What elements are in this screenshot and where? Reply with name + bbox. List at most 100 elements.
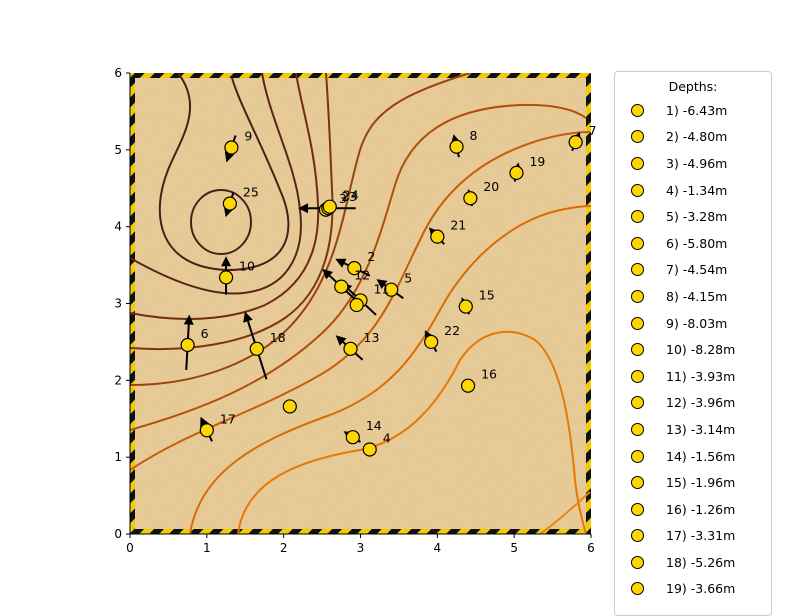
legend-label: 17) -3.31m: [666, 528, 735, 543]
data-point: [464, 192, 477, 205]
data-point: [344, 342, 357, 355]
point-label: 17: [220, 411, 236, 426]
legend-label: 8) -4.15m: [666, 289, 727, 304]
legend-marker: [631, 529, 644, 542]
legend-label: 15) -1.96m: [666, 475, 735, 490]
legend-label: 4) -1.34m: [666, 183, 727, 198]
legend-label: 13) -3.14m: [666, 422, 735, 437]
legend-label: 19) -3.66m: [666, 581, 735, 596]
x-tick-label: 6: [587, 541, 595, 555]
legend-marker: [631, 556, 644, 569]
point-label: 14: [366, 418, 382, 433]
legend-label: 2) -4.80m: [666, 129, 727, 144]
legend-entry: 16) -1.26m: [615, 496, 771, 523]
data-point: [200, 424, 213, 437]
legend-title: Depths:: [615, 79, 771, 97]
legend-entry: 14) -1.56m: [615, 443, 771, 470]
legend-marker: [631, 423, 644, 436]
legend-label: 18) -5.26m: [666, 555, 735, 570]
legend-marker: [631, 263, 644, 276]
legend-label: 10) -8.28m: [666, 342, 735, 357]
legend-entry: 18) -5.26m: [615, 549, 771, 576]
data-point: [363, 443, 376, 456]
data-point: [250, 342, 263, 355]
legend-marker: [631, 582, 644, 595]
legend-entry: 6) -5.80m: [615, 230, 771, 257]
legend-marker: [631, 210, 644, 223]
y-tick-label: 6: [114, 66, 122, 80]
data-point: [283, 400, 296, 413]
point-label: 5: [404, 271, 412, 286]
point-label: 16: [481, 367, 497, 382]
point-label: 4: [383, 430, 391, 445]
point-label: 20: [483, 179, 499, 194]
legend-marker: [631, 503, 644, 516]
y-tick-label: 1: [114, 450, 122, 464]
x-tick-label: 0: [126, 541, 134, 555]
legend-label: 1) -6.43m: [666, 103, 727, 118]
legend-label: 9) -8.03m: [666, 316, 727, 331]
point-label: 7: [589, 123, 597, 138]
data-point: [335, 280, 348, 293]
x-tick-label: 5: [510, 541, 518, 555]
point-label: 24: [343, 188, 359, 203]
data-point: [225, 141, 238, 154]
y-tick-label: 2: [114, 373, 122, 387]
point-label: 22: [444, 323, 460, 338]
y-tick-label: 4: [114, 220, 122, 234]
legend-entry: 10) -8.28m: [615, 336, 771, 363]
legend-marker: [631, 237, 644, 250]
data-point: [450, 140, 463, 153]
data-point: [425, 335, 438, 348]
legend-marker: [631, 450, 644, 463]
point-label: 25: [243, 185, 259, 200]
legend-marker: [631, 104, 644, 117]
point-label: 9: [244, 129, 252, 144]
data-point: [510, 166, 523, 179]
data-point: [462, 379, 475, 392]
point-label: 13: [364, 330, 380, 345]
legend-entry: 17) -3.31m: [615, 523, 771, 550]
point-label: 11: [374, 281, 390, 296]
point-label: 2: [367, 249, 375, 264]
point-label: 8: [470, 128, 478, 143]
point-label: 19: [529, 154, 545, 169]
data-point: [346, 431, 359, 444]
legend-label: 16) -1.26m: [666, 502, 735, 517]
legend-label: 6) -5.80m: [666, 236, 727, 251]
legend-marker: [631, 290, 644, 303]
data-point: [431, 230, 444, 243]
legend-entry: 4) -1.34m: [615, 177, 771, 204]
legend-marker: [631, 184, 644, 197]
legend-entry: 15) -1.96m: [615, 469, 771, 496]
legend-entry: 11) -3.93m: [615, 363, 771, 390]
legend-marker: [631, 396, 644, 409]
data-point: [220, 271, 233, 284]
legend-label: 12) -3.96m: [666, 395, 735, 410]
legend-label: 11) -3.93m: [666, 369, 735, 384]
point-label: 12: [354, 268, 370, 283]
legend-marker: [631, 476, 644, 489]
data-point: [323, 200, 336, 213]
legend-entries: 1) -6.43m 2) -4.80m 3) -4.96m 4) -1.34m 5) -…: [615, 97, 771, 602]
legend-entry: 1) -6.43m: [615, 97, 771, 124]
y-tick-label: 0: [114, 527, 122, 541]
data-point: [350, 299, 363, 312]
legend-label: 7) -4.54m: [666, 262, 727, 277]
legend-label: 14) -1.56m: [666, 449, 735, 464]
x-tick-label: 2: [280, 541, 288, 555]
legend-marker: [631, 157, 644, 170]
legend-entry: 8) -4.15m: [615, 283, 771, 310]
legend-entry: 19) -3.66m: [615, 576, 771, 603]
legend-marker: [631, 370, 644, 383]
legend-marker: [631, 130, 644, 143]
legend-entry: 13) -3.14m: [615, 416, 771, 443]
legend-entry: 12) -3.96m: [615, 390, 771, 417]
point-label: 15: [479, 288, 495, 303]
legend-entry: 5) -3.28m: [615, 203, 771, 230]
legend-entry: 3) -4.96m: [615, 150, 771, 177]
data-point: [181, 338, 194, 351]
legend: Depths: 1) -6.43m 2) -4.80m 3) -4.96m 4) -1…: [614, 71, 772, 616]
legend-label: 5) -3.28m: [666, 209, 727, 224]
